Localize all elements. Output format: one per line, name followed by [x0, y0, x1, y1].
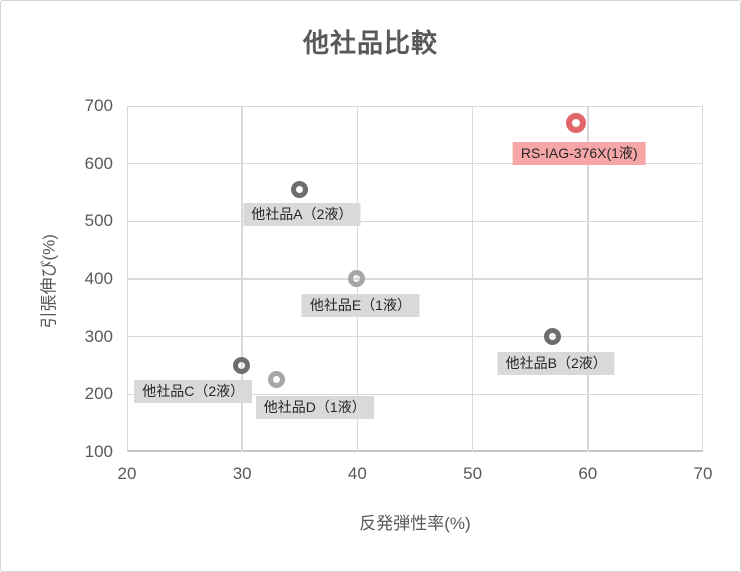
y-tick-label: 700 — [84, 96, 113, 115]
x-tick-label: 70 — [693, 464, 713, 483]
data-point-label: 他社品D（1液） — [255, 395, 374, 419]
gridline-horizontal — [127, 393, 703, 396]
y-tick-label: 600 — [84, 153, 113, 173]
chart-title: 他社品比較 — [302, 28, 438, 58]
data-point-label: RS-IAG-376X(1液) — [512, 142, 646, 166]
y-tick-label: 500 — [84, 211, 113, 231]
data-point-label: 他社品B（2液） — [497, 351, 615, 375]
data-point-label: 他社品A（2液） — [243, 202, 361, 226]
data-point-marker — [233, 356, 251, 374]
data-point-marker — [267, 370, 285, 388]
y-tick-label: 400 — [84, 269, 113, 288]
x-tick-label: 20 — [117, 464, 137, 483]
data-point-marker — [348, 270, 366, 287]
data-point-marker — [566, 113, 587, 134]
data-point-marker — [544, 327, 562, 345]
x-axis-title: 反発弾性率(%) — [359, 514, 471, 533]
gridline-horizontal — [127, 335, 703, 338]
x-tick-label: 40 — [347, 464, 367, 483]
y-tick-label: 300 — [84, 326, 113, 346]
x-tick-label: 60 — [578, 464, 598, 483]
gridline-horizontal — [127, 162, 703, 165]
x-tick-label: 50 — [463, 464, 483, 483]
gridline-horizontal — [127, 220, 703, 223]
y-tick-label: 200 — [84, 384, 113, 404]
x-tick-label: 30 — [232, 464, 252, 483]
y-tick-label: 100 — [84, 442, 113, 461]
data-point-label: 他社品C（2液） — [134, 379, 253, 403]
data-point-marker — [290, 180, 308, 198]
data-point-label: 他社品E（1液） — [301, 294, 419, 317]
gridline-horizontal — [127, 278, 703, 280]
